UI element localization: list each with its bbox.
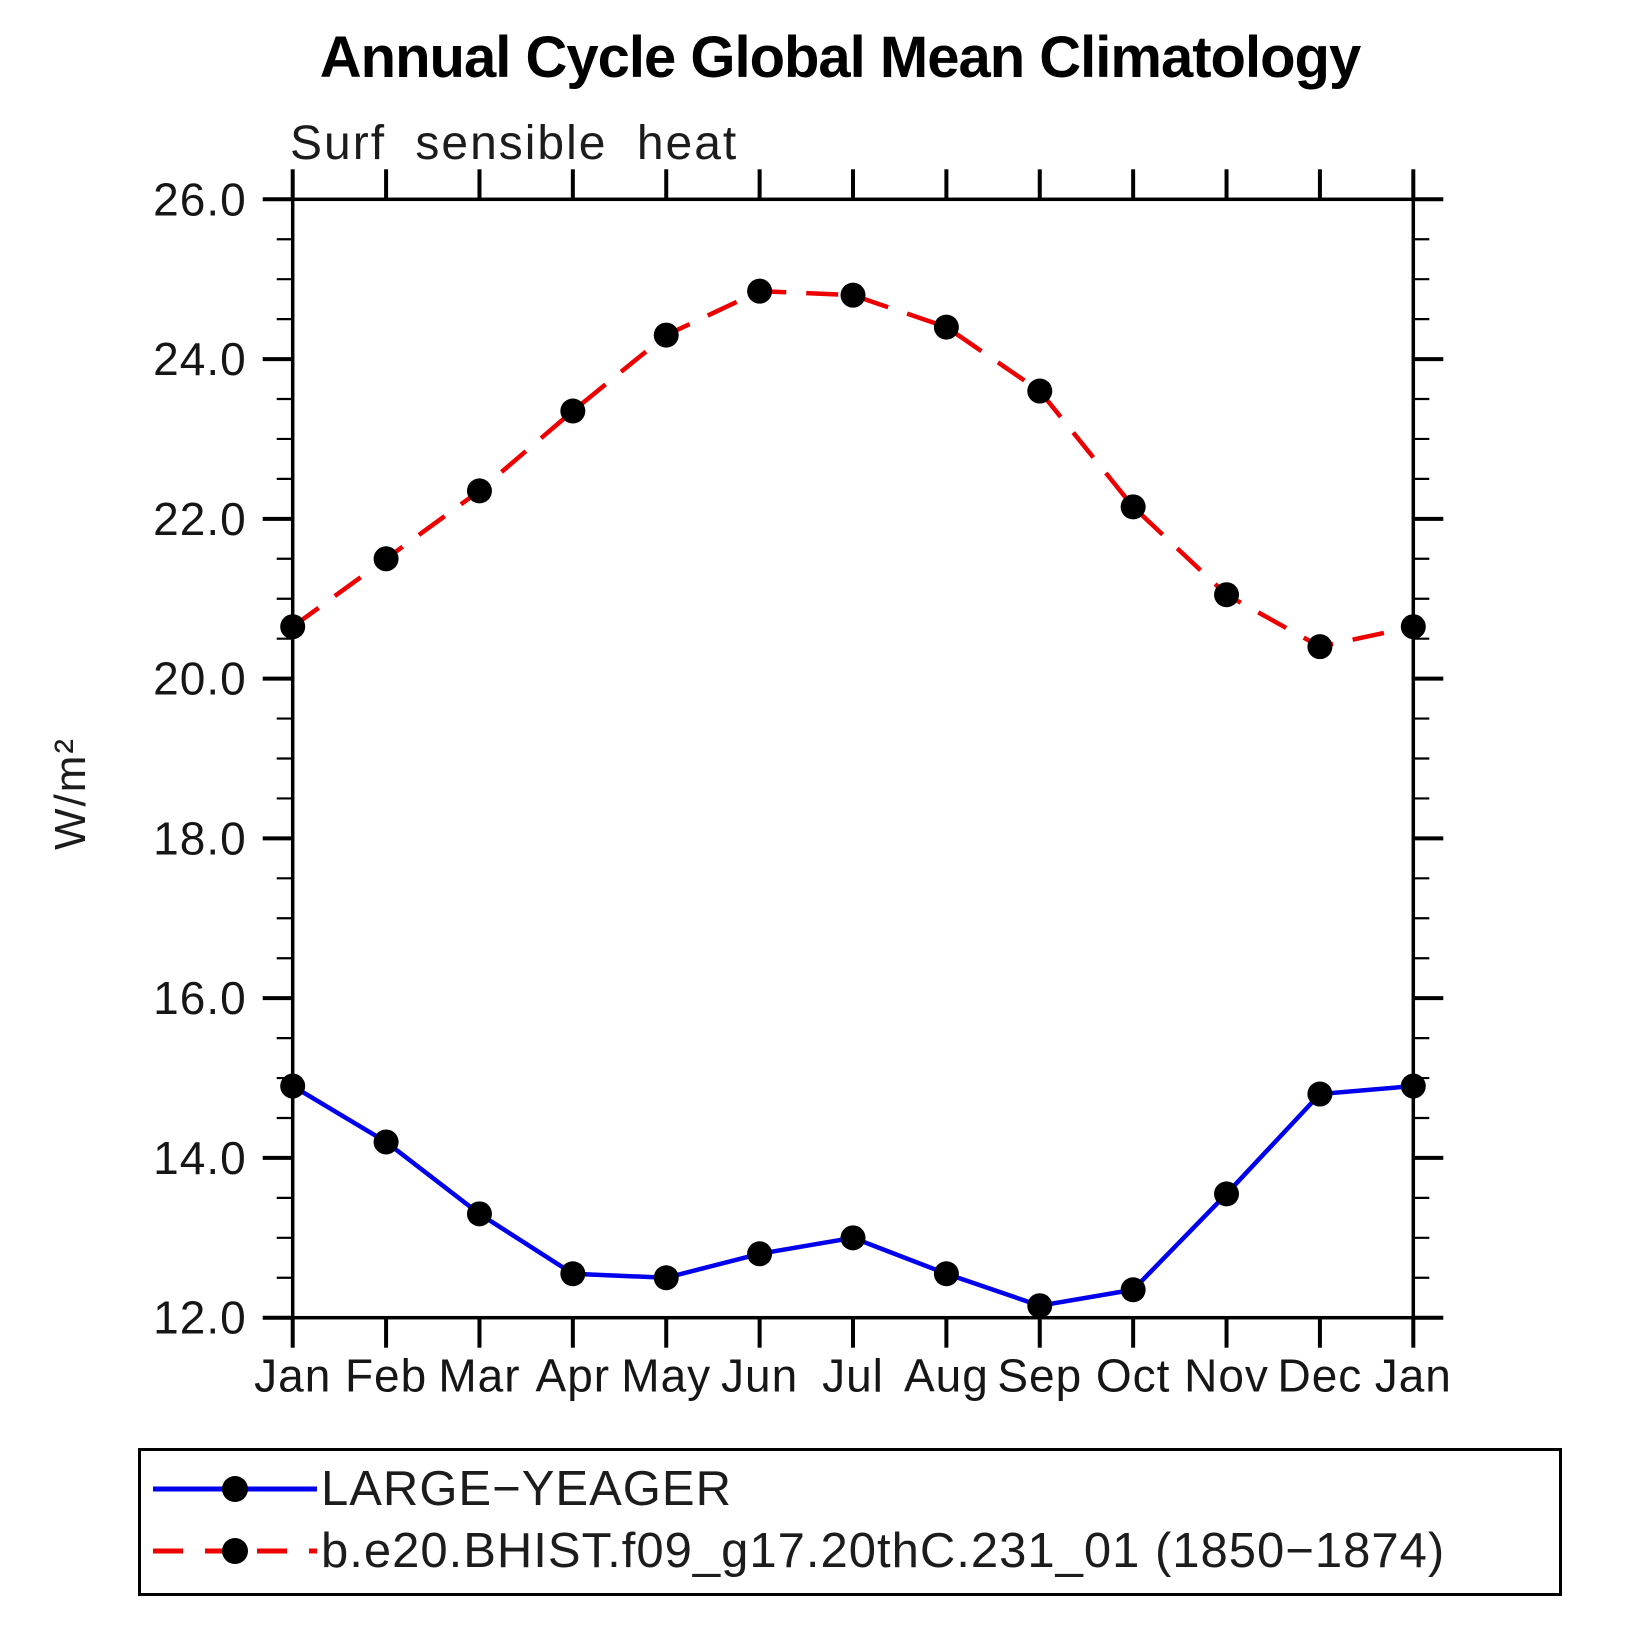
data-point [466, 1201, 492, 1227]
data-point [1307, 634, 1333, 660]
data-point [1400, 1073, 1426, 1099]
data-point [280, 1073, 306, 1099]
plot-frame [290, 197, 1416, 1320]
data-point [466, 478, 492, 504]
data-point [1400, 614, 1426, 640]
data-point [840, 282, 866, 308]
y-axis-tick-labels: 26.0 24.0 22.0 20.0 18.0 16.0 14.0 12.0 [153, 173, 247, 1344]
data-point [373, 1129, 399, 1155]
svg-text:14.0: 14.0 [153, 1132, 247, 1184]
svg-text:May: May [621, 1350, 711, 1402]
data-point [1027, 378, 1053, 404]
svg-text:Nov: Nov [1184, 1350, 1269, 1402]
data-point [1120, 494, 1146, 520]
legend-item-large-yeager: LARGE−YEAGER [149, 1463, 732, 1515]
data-point [1214, 1181, 1240, 1207]
legend-sample-solid-line [153, 1476, 317, 1502]
data-point [840, 1225, 866, 1251]
legend-marker-icon [222, 1538, 248, 1564]
legend-marker-icon [222, 1476, 248, 1502]
series-model-run [280, 278, 1426, 660]
svg-text:16.0: 16.0 [153, 972, 247, 1024]
svg-text:26.0: 26.0 [153, 173, 247, 225]
y-axis-ticks [262, 197, 1444, 1320]
svg-text:Apr: Apr [536, 1350, 611, 1402]
data-point [560, 398, 586, 424]
svg-text:Oct: Oct [1096, 1350, 1171, 1402]
data-point [653, 322, 679, 348]
legend-sample-dashed-line [153, 1538, 317, 1564]
legend-label: LARGE−YEAGER [321, 1461, 732, 1516]
data-point [373, 546, 399, 572]
data-point [1120, 1277, 1146, 1303]
svg-text:20.0: 20.0 [153, 653, 247, 705]
data-point [560, 1261, 586, 1287]
data-point [1214, 582, 1240, 608]
svg-text:Mar: Mar [438, 1350, 520, 1402]
svg-text:12.0: 12.0 [153, 1292, 247, 1344]
series-large-yeager [280, 1073, 1426, 1319]
data-point [653, 1265, 679, 1291]
legend-label: b.e20.BHIST.f09_g17.20thC.231_01 (1850−1… [321, 1523, 1446, 1578]
data-point [1027, 1293, 1053, 1319]
legend-box: LARGE−YEAGER b.e20.BHIST.f09_g17.20thC.2… [138, 1448, 1562, 1596]
x-axis-ticks [290, 169, 1416, 1348]
chart-title: Annual Cycle Global Mean Climatology [319, 25, 1361, 90]
svg-text:24.0: 24.0 [153, 333, 247, 385]
data-point [1307, 1081, 1333, 1107]
data-point [747, 278, 773, 304]
data-point [933, 1261, 959, 1287]
svg-text:18.0: 18.0 [153, 812, 247, 864]
svg-text:Jan: Jan [254, 1350, 331, 1402]
svg-text:Sep: Sep [997, 1350, 1082, 1402]
data-point [933, 314, 959, 340]
svg-text:Aug: Aug [904, 1350, 989, 1402]
svg-text:Jan: Jan [1375, 1350, 1452, 1402]
svg-text:Feb: Feb [345, 1350, 427, 1402]
legend-item-model-run: b.e20.BHIST.f09_g17.20thC.231_01 (1850−1… [149, 1525, 1445, 1577]
data-point [747, 1241, 773, 1267]
svg-text:22.0: 22.0 [153, 493, 247, 545]
svg-text:Jul: Jul [822, 1350, 884, 1402]
svg-text:Dec: Dec [1278, 1350, 1363, 1402]
chart-subtitle: Surf sensible heat [290, 117, 739, 170]
svg-text:Jun: Jun [721, 1350, 798, 1402]
data-point [280, 614, 306, 640]
x-axis-tick-labels: Jan Feb Mar Apr May Jun Jul Aug Sep Oct Nov Dec Jan [254, 1350, 1452, 1402]
